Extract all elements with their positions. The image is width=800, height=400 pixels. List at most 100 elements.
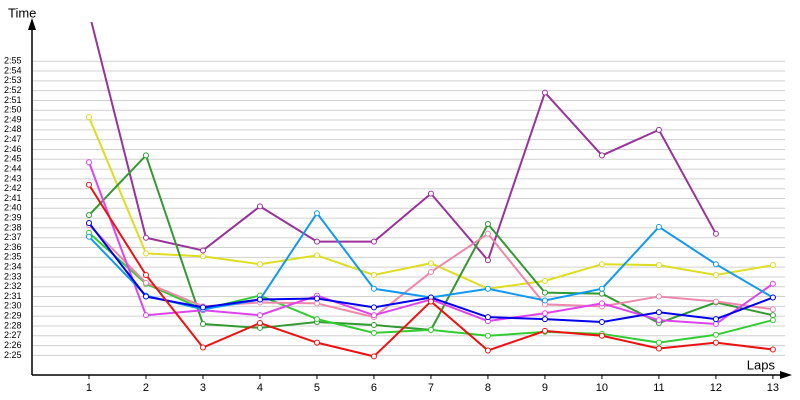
data-point — [712, 298, 719, 305]
data-point — [313, 238, 320, 245]
x-tick-label: 11 — [653, 382, 664, 394]
data-point — [769, 346, 776, 353]
data-point — [769, 312, 776, 319]
data-point — [142, 271, 149, 278]
y-tick-label: 2:43 — [4, 173, 22, 183]
data-point — [598, 261, 605, 268]
data-point — [769, 306, 776, 313]
data-point — [313, 316, 320, 323]
y-tick-label: 2:30 — [4, 301, 22, 311]
y-tick-label: 2:46 — [4, 144, 22, 154]
data-point — [142, 312, 149, 319]
data-point — [370, 238, 377, 245]
data-point — [142, 152, 149, 159]
y-tick-label: 2:37 — [4, 232, 22, 242]
y-tick-label: 2:48 — [4, 124, 22, 134]
data-point — [199, 304, 206, 311]
data-point — [199, 344, 206, 351]
plot-area — [85, 22, 776, 360]
x-tick-label: 9 — [542, 382, 548, 394]
x-axis-title: Laps — [747, 357, 776, 372]
data-point — [256, 324, 263, 331]
data-point — [370, 285, 377, 292]
data-point — [256, 261, 263, 268]
data-point — [598, 300, 605, 307]
data-point — [655, 345, 662, 352]
data-point — [484, 230, 491, 237]
data-point — [655, 262, 662, 269]
y-tick-label: 2:53 — [4, 75, 22, 85]
data-point — [427, 260, 434, 267]
y-tick-label: 2:25 — [4, 350, 22, 360]
x-tick-label: 1 — [86, 382, 92, 394]
data-point — [598, 290, 605, 297]
data-point — [370, 304, 377, 311]
data-point — [427, 298, 434, 305]
data-point — [769, 317, 776, 324]
data-point — [370, 271, 377, 278]
x-axis-arrow — [780, 371, 792, 379]
data-point — [142, 279, 149, 286]
y-axis-arrow — [28, 18, 36, 30]
y-tick-label: 2:47 — [4, 134, 22, 144]
y-tick-label: 2:45 — [4, 154, 22, 164]
y-tick-label: 2:49 — [4, 114, 22, 124]
y-tick-label: 2:28 — [4, 320, 22, 330]
data-point — [541, 297, 548, 304]
data-point — [655, 223, 662, 230]
y-tick-label: 2:44 — [4, 163, 22, 173]
y-tick-label: 2:32 — [4, 281, 22, 291]
data-point — [655, 126, 662, 133]
data-point — [712, 316, 719, 323]
data-point — [313, 210, 320, 217]
data-point — [199, 321, 206, 328]
data-point — [598, 319, 605, 326]
y-tick-label: 2:50 — [4, 105, 22, 115]
data-point — [256, 203, 263, 210]
x-tick-label: 4 — [257, 382, 263, 394]
data-point — [655, 317, 662, 324]
x-tick-label: 2 — [143, 382, 149, 394]
data-point — [85, 114, 92, 121]
y-tick-label: 2:34 — [4, 262, 22, 272]
data-point — [85, 181, 92, 188]
y-tick-label: 2:39 — [4, 212, 22, 222]
data-point — [313, 252, 320, 259]
data-point — [85, 159, 92, 166]
data-point — [484, 285, 491, 292]
y-tick-label: 2:54 — [4, 65, 22, 75]
x-tick-label: 10 — [596, 382, 608, 394]
data-point — [541, 310, 548, 317]
x-tick-label: 7 — [428, 382, 434, 394]
x-tick-label: 3 — [200, 382, 206, 394]
y-tick-label: 2:52 — [4, 85, 22, 95]
series-line — [90, 22, 717, 263]
data-point — [712, 261, 719, 268]
y-tick-label: 2:55 — [4, 56, 22, 66]
data-point — [313, 300, 320, 307]
data-point — [85, 233, 92, 240]
data-point — [256, 296, 263, 303]
y-tick-label: 2:42 — [4, 183, 22, 193]
data-point — [199, 247, 206, 254]
data-point — [427, 326, 434, 333]
data-point — [85, 220, 92, 227]
data-point — [712, 321, 719, 328]
data-point — [313, 295, 320, 302]
data-point — [427, 190, 434, 197]
y-tick-label: 2:29 — [4, 311, 22, 321]
y-tick-label: 2:51 — [4, 95, 22, 105]
y-tick-label: 2:26 — [4, 340, 22, 350]
y-axis-title: Time — [8, 5, 36, 20]
data-point — [142, 250, 149, 257]
data-point — [142, 293, 149, 300]
data-point — [256, 320, 263, 327]
data-point — [370, 353, 377, 360]
data-point — [598, 285, 605, 292]
data-point — [712, 339, 719, 346]
y-tick-label: 2:38 — [4, 222, 22, 232]
data-point — [769, 262, 776, 269]
data-point — [484, 347, 491, 354]
data-point — [541, 89, 548, 96]
